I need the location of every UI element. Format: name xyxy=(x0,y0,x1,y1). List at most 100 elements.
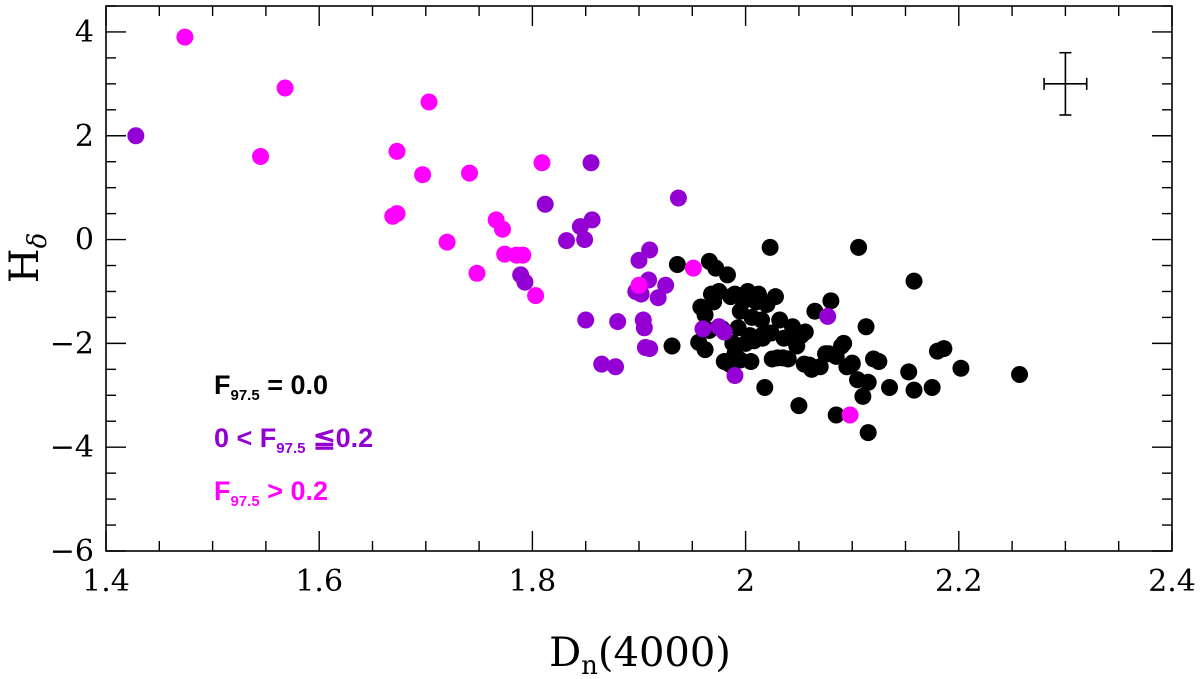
data-point-series-0 xyxy=(668,255,686,273)
data-point-series-0 xyxy=(952,359,970,377)
data-point-series-0 xyxy=(729,319,747,337)
data-point-series-0 xyxy=(923,379,941,396)
data-point-series-1 xyxy=(641,241,659,259)
data-point-series-0 xyxy=(705,293,723,311)
data-point-series-2 xyxy=(414,166,432,184)
y-axis-title-main: H xyxy=(2,248,48,283)
data-point-series-0 xyxy=(774,349,792,367)
data-point-series-0 xyxy=(827,406,845,424)
data-point-series-2 xyxy=(684,259,702,277)
data-point-series-2 xyxy=(630,276,648,294)
data-point-series-1 xyxy=(694,320,712,338)
data-point-series-1 xyxy=(516,273,534,291)
y-axis-title-sub: δ xyxy=(23,233,53,249)
data-point-series-2 xyxy=(388,142,406,160)
data-point-series-1 xyxy=(577,311,595,329)
x-tick-label: 2 xyxy=(736,564,755,599)
y-tick-label: 4 xyxy=(75,15,94,50)
data-point-series-1 xyxy=(715,323,733,341)
x-tick-label: 1.8 xyxy=(509,564,557,599)
data-point-series-0 xyxy=(857,318,875,336)
data-point-series-2 xyxy=(533,154,551,172)
x-axis-title-main: D xyxy=(549,630,581,676)
data-point-series-0 xyxy=(756,379,774,396)
data-point-series-0 xyxy=(881,379,899,396)
data-point-series-0 xyxy=(1011,366,1029,384)
data-point-series-2 xyxy=(461,164,479,182)
x-tick-label: 1.6 xyxy=(295,564,343,599)
data-point-series-0 xyxy=(696,306,714,324)
data-point-series-0 xyxy=(850,238,868,256)
y-tick-label: 0 xyxy=(75,223,94,258)
x-tick-label: 1.4 xyxy=(82,564,130,599)
data-point-series-0 xyxy=(663,337,681,355)
data-point-series-0 xyxy=(718,266,736,284)
data-point-series-0 xyxy=(935,340,953,358)
data-point-series-0 xyxy=(835,334,853,352)
data-point-series-2 xyxy=(276,79,294,97)
data-point-series-0 xyxy=(859,424,877,442)
data-point-series-0 xyxy=(822,292,840,310)
x-tick-label: 2.4 xyxy=(1148,564,1196,599)
data-point-series-1 xyxy=(726,367,744,385)
data-point-series-0 xyxy=(696,341,714,359)
plot-frame xyxy=(105,5,1173,552)
data-point-series-2 xyxy=(176,28,194,46)
data-point-series-0 xyxy=(854,387,872,405)
data-point-series-0 xyxy=(859,373,877,391)
data-point-series-1 xyxy=(819,307,837,325)
legend-entry-0: F97.5 = 0.0 xyxy=(214,370,328,404)
data-point-series-0 xyxy=(790,397,808,415)
data-point-series-1 xyxy=(576,231,594,249)
data-point-series-0 xyxy=(905,381,923,399)
data-point-series-2 xyxy=(494,220,512,238)
data-point-series-1 xyxy=(558,232,576,250)
data-point-series-0 xyxy=(905,272,923,290)
data-point-series-1 xyxy=(536,195,554,213)
legend: F97.5 = 0.0 0 < F97.5 ≦0.2 F97.5 > 0.2 xyxy=(214,370,373,510)
data-point-series-0 xyxy=(761,238,779,256)
points-layer xyxy=(127,28,1029,442)
data-point-series-2 xyxy=(252,148,270,166)
error-bar xyxy=(1043,51,1088,116)
y-axis-title: Hδ xyxy=(2,233,53,284)
x-axis-title: Dn(4000) xyxy=(549,630,731,679)
data-point-series-2 xyxy=(420,93,438,111)
data-point-series-0 xyxy=(900,363,918,381)
x-axis-title-sub: n xyxy=(581,651,598,679)
data-point-series-0 xyxy=(785,330,803,348)
data-point-series-0 xyxy=(766,288,784,306)
data-point-series-1 xyxy=(636,339,654,357)
data-point-series-2 xyxy=(841,406,859,424)
data-point-series-1 xyxy=(582,154,600,172)
data-point-series-1 xyxy=(657,276,675,294)
data-point-series-2 xyxy=(514,246,532,264)
y-tick-label: 2 xyxy=(75,119,94,154)
data-point-series-2 xyxy=(388,205,406,223)
legend-entry-2: F97.5 > 0.2 xyxy=(214,476,328,510)
data-point-series-0 xyxy=(771,311,789,329)
x-tick-label: 2.2 xyxy=(935,564,983,599)
y-tick-label: −4 xyxy=(50,430,94,465)
data-point-series-2 xyxy=(468,264,486,282)
y-tick-label: −2 xyxy=(50,326,94,361)
data-point-series-0 xyxy=(742,353,760,371)
data-point-series-0 xyxy=(753,311,771,329)
data-point-series-1 xyxy=(127,127,145,145)
y-tick-label: −6 xyxy=(50,534,94,569)
legend-entry-1: 0 < F97.5 ≦0.2 xyxy=(214,423,373,457)
data-point-series-0 xyxy=(803,360,821,378)
data-point-series-1 xyxy=(607,358,625,376)
data-point-series-2 xyxy=(438,233,456,251)
data-point-series-1 xyxy=(609,313,627,331)
data-point-series-1 xyxy=(593,355,611,373)
data-point-series-0 xyxy=(843,355,861,373)
data-point-series-1 xyxy=(583,211,601,229)
x-axis-title-suffix: (4000) xyxy=(598,630,731,676)
data-point-series-2 xyxy=(527,287,545,305)
data-point-series-1 xyxy=(635,319,653,337)
data-point-series-1 xyxy=(649,289,667,307)
data-point-series-1 xyxy=(669,189,687,207)
data-point-series-0 xyxy=(870,353,888,371)
